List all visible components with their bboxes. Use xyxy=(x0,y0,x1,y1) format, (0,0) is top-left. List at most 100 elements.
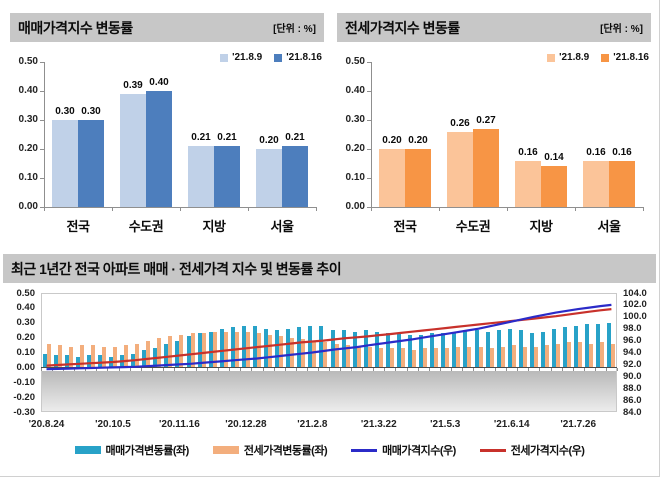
jeonse-change-title: 전세가격지수 변동률 xyxy=(345,19,460,36)
sale-change-panel: 매매가격지수 변동률 [단위 : %] 0.50 0.40 0.30 0.20 0.10… xyxy=(10,13,324,234)
jeonse-change-bar xyxy=(412,349,417,368)
x-tick-mark xyxy=(306,368,308,372)
plot-area xyxy=(41,293,617,412)
trend-legend: 매매가격변동률(좌) 전세가격변동률(좌) 매매가격지수(우) 전세가격지수(우) xyxy=(3,442,656,458)
x-tick-mark xyxy=(240,368,242,372)
x-tick-label: '21.2.8 xyxy=(297,419,328,430)
bar xyxy=(609,160,635,207)
x-tick-mark xyxy=(248,207,249,211)
x-tick-mark xyxy=(439,368,441,372)
jeonse-change-bar xyxy=(323,342,328,368)
right-y-tick-label: 104.0 xyxy=(623,287,647,299)
bar xyxy=(146,91,172,207)
jeonse-change-bar xyxy=(334,343,339,368)
y-tick-label: 0.10 xyxy=(345,172,365,183)
jeonse-change-bar xyxy=(356,346,361,368)
jeonse-change-bar xyxy=(367,346,372,368)
x-tick-label: '21.5.3 xyxy=(430,419,461,430)
x-tick-mark xyxy=(439,207,440,211)
bar-value-label: 0.39 xyxy=(123,79,143,91)
x-tick-mark xyxy=(284,368,286,372)
x-tick-mark xyxy=(417,368,419,372)
chart-legend: '21.8.9 '21.8.16 xyxy=(220,52,322,63)
jeonse-change-bar xyxy=(445,348,450,368)
legend-item: 매매가격변동률(좌) xyxy=(74,442,189,458)
jeonse-change-bar xyxy=(600,342,605,368)
sale-change-bar xyxy=(540,331,545,368)
sale-index-line xyxy=(46,303,612,371)
sale-change-bar xyxy=(518,330,523,368)
category-label: 수도권 xyxy=(128,219,164,234)
bar xyxy=(120,93,146,207)
jeonse-change-bar xyxy=(190,333,195,368)
x-tick-label: '20.12.28 xyxy=(225,419,267,430)
y-tick-label: 0.40 xyxy=(345,85,365,96)
x-tick-mark xyxy=(44,207,45,211)
bar-value-label: 0.20 xyxy=(408,135,428,146)
y-tick-mark xyxy=(367,62,371,63)
sale-change-bar xyxy=(352,331,357,368)
y-tick-mark xyxy=(40,62,44,63)
bar xyxy=(52,120,78,207)
sale-change-bar xyxy=(385,333,390,368)
bar-value-label: 0.16 xyxy=(612,146,632,158)
jeonse-change-unit: [단위 : %] xyxy=(600,24,643,35)
left-y-tick-label: 0.00 xyxy=(16,361,36,373)
jeonse-change-bar xyxy=(389,348,394,368)
x-tick-mark xyxy=(643,207,644,211)
legend-label: 전세가격지수(우) xyxy=(510,445,585,457)
y-tick-label: 0.10 xyxy=(18,172,38,183)
x-tick-label: '21.6.14 xyxy=(493,419,530,430)
sale-change-bar xyxy=(186,336,191,368)
legend-swatch-icon xyxy=(547,53,556,62)
x-tick-mark xyxy=(572,368,574,372)
sale-change-bar xyxy=(308,325,313,368)
chart-legend: '21.8.9 '21.8.16 xyxy=(547,52,649,63)
x-tick-mark xyxy=(406,368,408,372)
x-tick-mark xyxy=(41,368,42,372)
y-tick-label: 0.50 xyxy=(18,56,38,67)
sale-change-bar xyxy=(97,355,102,368)
bar xyxy=(379,149,405,207)
sale-change-bar xyxy=(219,328,224,368)
x-tick-mark xyxy=(461,368,463,372)
sale-change-bar xyxy=(64,355,69,368)
x-tick-mark xyxy=(583,368,585,372)
jeonse-change-bar xyxy=(400,348,405,368)
x-tick-mark xyxy=(594,368,596,372)
sale-change-bar xyxy=(552,328,557,368)
right-y-tick-label: 90.0 xyxy=(623,370,642,382)
x-tick-mark xyxy=(340,368,342,372)
legend-bar-swatch-icon xyxy=(212,446,239,454)
sale-change-bar xyxy=(86,355,91,368)
sale-change-bar xyxy=(208,331,213,368)
sale-change-bar xyxy=(574,325,579,368)
y-tick-label: 0.00 xyxy=(345,201,365,212)
x-tick-mark xyxy=(506,368,508,372)
sale-change-bar xyxy=(563,327,568,368)
legend-item: '21.8.9 xyxy=(547,52,589,63)
sale-change-bar xyxy=(53,355,58,368)
trend-panel: 최근 1년간 전국 아파트 매매 · 전세가격 지수 및 변동률 추이 0.50… xyxy=(3,254,656,458)
sale-change-bar xyxy=(485,331,490,368)
y-tick-mark xyxy=(40,120,44,121)
legend-item: '21.8.9 xyxy=(220,52,262,63)
left-y-tick-label: 0.30 xyxy=(16,317,36,329)
y-axis-line xyxy=(44,62,45,207)
legend-line-swatch-icon xyxy=(479,448,506,452)
category-label: 서울 xyxy=(597,219,621,234)
x-tick-mark xyxy=(207,368,209,372)
x-tick-mark xyxy=(273,368,275,372)
sale-change-bar xyxy=(286,328,291,368)
legend-item: '21.8.16 xyxy=(601,52,649,63)
legend-label: '21.8.9 xyxy=(232,52,263,63)
y-tick-label: 0.30 xyxy=(345,114,365,125)
trend-title: 최근 1년간 전국 아파트 매매 · 전세가격 지수 및 변동률 추이 xyxy=(11,260,342,277)
sale-change-bar xyxy=(430,333,435,368)
x-tick-mark xyxy=(450,368,452,372)
jeonse-change-bar xyxy=(256,333,261,368)
sale-change-bar xyxy=(264,328,269,368)
jeonse-change-bar xyxy=(168,336,173,368)
category-label: 전국 xyxy=(66,219,90,234)
bar xyxy=(188,146,214,207)
